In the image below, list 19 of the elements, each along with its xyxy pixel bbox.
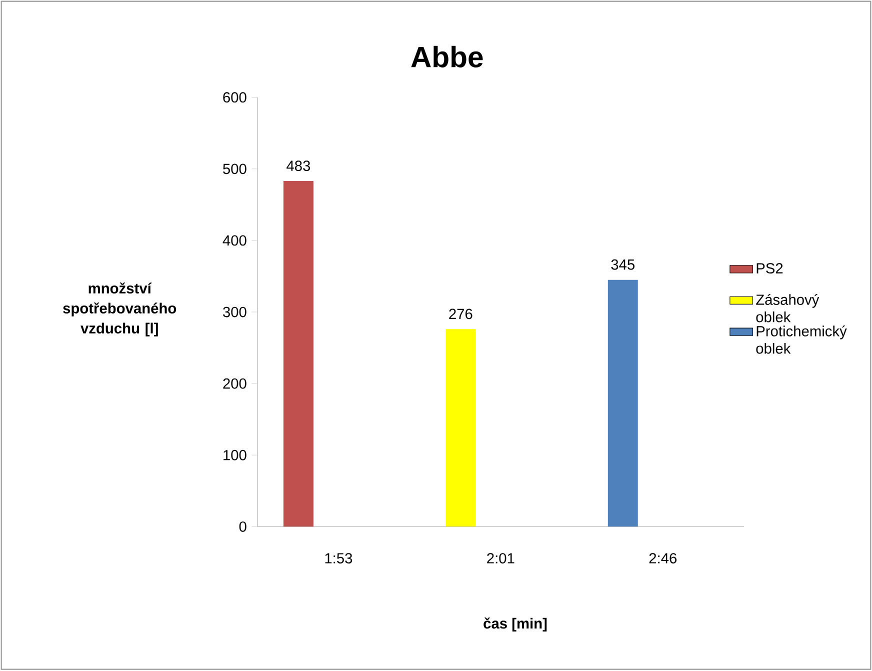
y-tick-label: 600 <box>223 92 246 103</box>
legend-label: Zásahový oblek <box>756 294 820 322</box>
y-tick-label: 500 <box>223 164 246 174</box>
y-tick-label: 400 <box>222 235 246 246</box>
x-axis-title: čas [min] <box>484 618 547 632</box>
data-label: 483 <box>286 160 310 172</box>
y-tick-label: 0 <box>239 522 246 532</box>
y-axis-title: množství spotřebovaného vzduchu [l] <box>63 282 176 337</box>
data-label: 276 <box>449 308 472 320</box>
data-label: 345 <box>611 260 634 270</box>
y-tick-label: 300 <box>223 306 246 318</box>
x-tick-label: 1:53 <box>325 553 352 564</box>
x-tick-label: 2:46 <box>649 553 677 564</box>
x-tick-label: 2:01 <box>487 553 514 564</box>
y-tick-label: 100 <box>224 450 246 460</box>
chart-title: Abbe <box>411 46 483 68</box>
legend-label: Protichemický oblek <box>756 326 847 354</box>
y-tick-label: 200 <box>223 378 246 389</box>
legend-label: PS2 <box>756 263 783 274</box>
